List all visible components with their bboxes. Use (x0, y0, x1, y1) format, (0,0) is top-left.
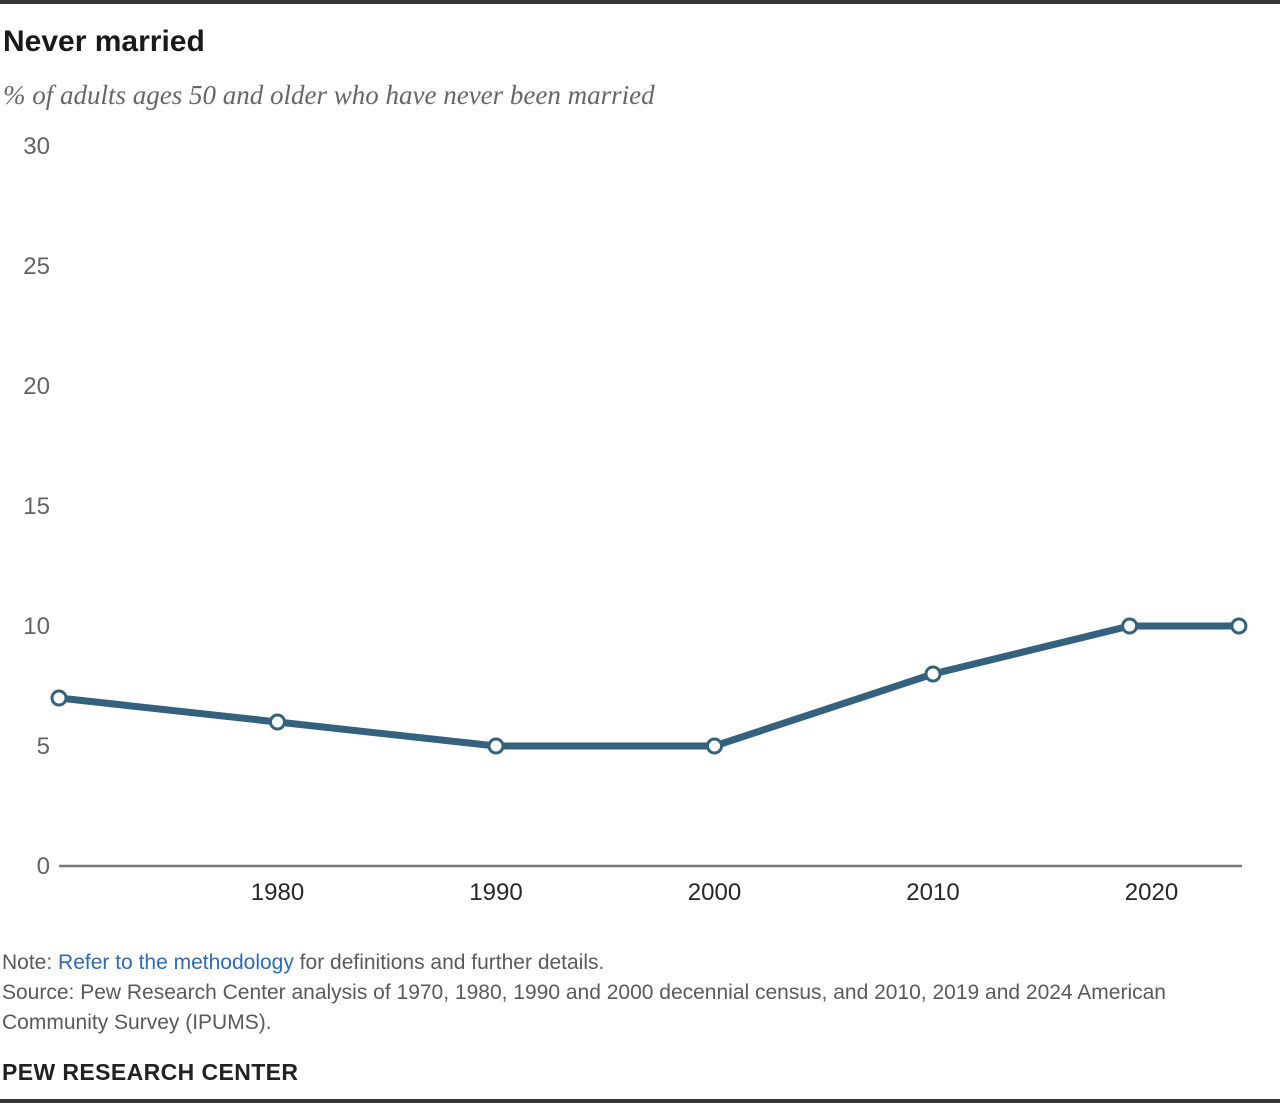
pew-research-center-wordmark: PEW RESEARCH CENTER (2, 1059, 299, 1085)
y-tick-label-20: 20 (23, 373, 50, 400)
methodology-link[interactable]: Refer to the methodology (58, 951, 294, 974)
data-point-1980 (269, 713, 286, 731)
notes-block: Note: Refer to the methodology for defin… (2, 948, 1198, 1038)
x-tick-label-1980: 1980 (251, 879, 304, 906)
x-tick-label-2010: 2010 (906, 879, 959, 906)
chart-title: Never married (3, 25, 205, 58)
y-tick-label-25: 25 (23, 253, 50, 280)
x-tick-label-2020: 2020 (1125, 879, 1178, 906)
x-tick-label-1990: 1990 (469, 879, 522, 906)
y-tick-label-30: 30 (23, 133, 50, 160)
y-tick-label-5: 5 (37, 733, 50, 760)
line-chart: 0 5 10 15 20 25 30 1980 1990 2000 2010 2020 (23, 133, 1248, 906)
data-point-2019 (1121, 617, 1139, 635)
data-point-2000 (706, 737, 723, 755)
note-suffix: for definitions and further details. (293, 951, 605, 974)
data-point-2024 (1230, 617, 1248, 635)
note-prefix: Note: (2, 951, 59, 974)
note-line: Note: Refer to the methodology for defin… (2, 948, 1198, 978)
chart-subtitle: % of adults ages 50 and older who have n… (3, 80, 655, 110)
data-point-1990 (487, 737, 505, 755)
y-tick-label-10: 10 (23, 613, 50, 640)
x-tick-label-2000: 2000 (688, 879, 741, 906)
y-tick-label-15: 15 (23, 493, 50, 520)
data-point-2010 (924, 665, 942, 683)
top-border-bar (0, 0, 1280, 4)
bottom-border-bar (0, 1099, 1280, 1103)
y-tick-label-0: 0 (37, 853, 50, 880)
data-point-1970 (50, 689, 68, 707)
source-line: Source: Pew Research Center analysis of … (2, 981, 1166, 1034)
series-line-never-married (55, 622, 1243, 750)
